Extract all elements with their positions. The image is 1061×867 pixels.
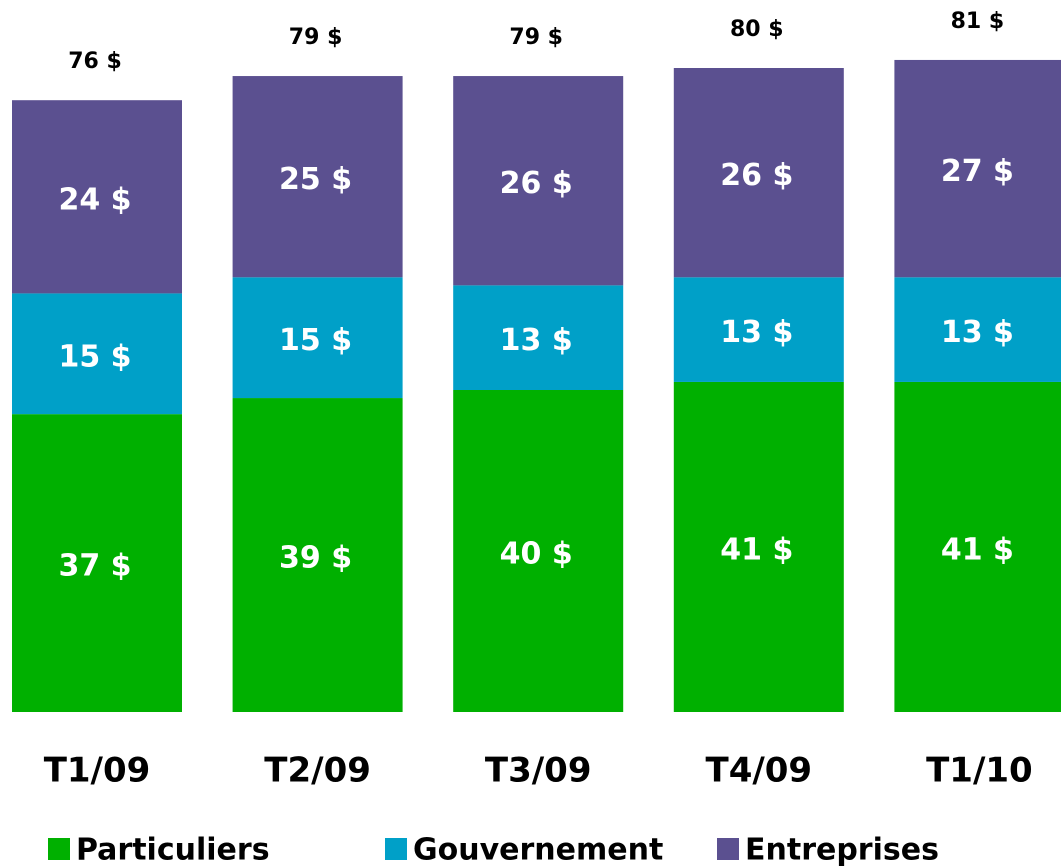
segment-label: 40 $ <box>500 537 573 572</box>
bar-segment <box>232 76 403 278</box>
bar-segment <box>232 398 403 712</box>
legend-label: Entreprises <box>745 833 939 867</box>
legend-label: Gouvernement <box>413 833 663 867</box>
x-tick-label: T1/09 <box>44 751 151 791</box>
bar-segment <box>673 68 844 278</box>
segment-label: 26 $ <box>720 158 793 193</box>
total-label: 76 $ <box>68 49 122 74</box>
legend-swatch <box>385 838 407 860</box>
segment-label: 26 $ <box>500 166 573 201</box>
bar-segment <box>894 277 1061 382</box>
segment-label: 24 $ <box>58 182 131 217</box>
segment-label: 39 $ <box>279 541 352 576</box>
bar-segment <box>894 381 1061 712</box>
bar-segment <box>12 414 182 712</box>
x-tick-label: T2/09 <box>264 751 371 791</box>
segment-label: 41 $ <box>720 532 793 567</box>
total-label: 81 $ <box>951 9 1005 34</box>
x-tick-label: T1/10 <box>926 751 1033 791</box>
bar-segment <box>453 76 624 286</box>
x-tick-label: T3/09 <box>485 751 592 791</box>
legend-label: Particuliers <box>76 833 270 867</box>
total-label: 80 $ <box>730 17 784 42</box>
segment-label: 27 $ <box>941 154 1014 189</box>
segment-label: 41 $ <box>941 532 1014 567</box>
segment-label: 25 $ <box>279 162 352 197</box>
bar-segment <box>894 59 1061 278</box>
segment-label: 13 $ <box>500 323 573 358</box>
total-label: 79 $ <box>289 25 343 50</box>
segment-label: 13 $ <box>720 315 793 350</box>
bar-segment <box>12 293 182 415</box>
segment-label: 13 $ <box>941 315 1014 350</box>
legend-swatch <box>48 838 70 860</box>
bar-segment <box>453 390 624 712</box>
bar-segment <box>673 381 844 712</box>
bar-segment <box>453 285 624 390</box>
legend-swatch <box>717 838 739 860</box>
bar-segment <box>12 100 182 294</box>
segment-label: 15 $ <box>58 339 131 374</box>
total-label: 79 $ <box>509 25 563 50</box>
bar-segment <box>673 277 844 382</box>
segment-label: 37 $ <box>58 549 131 584</box>
x-tick-label: T4/09 <box>706 751 813 791</box>
bar-segment <box>232 277 403 399</box>
segment-label: 15 $ <box>279 323 352 358</box>
